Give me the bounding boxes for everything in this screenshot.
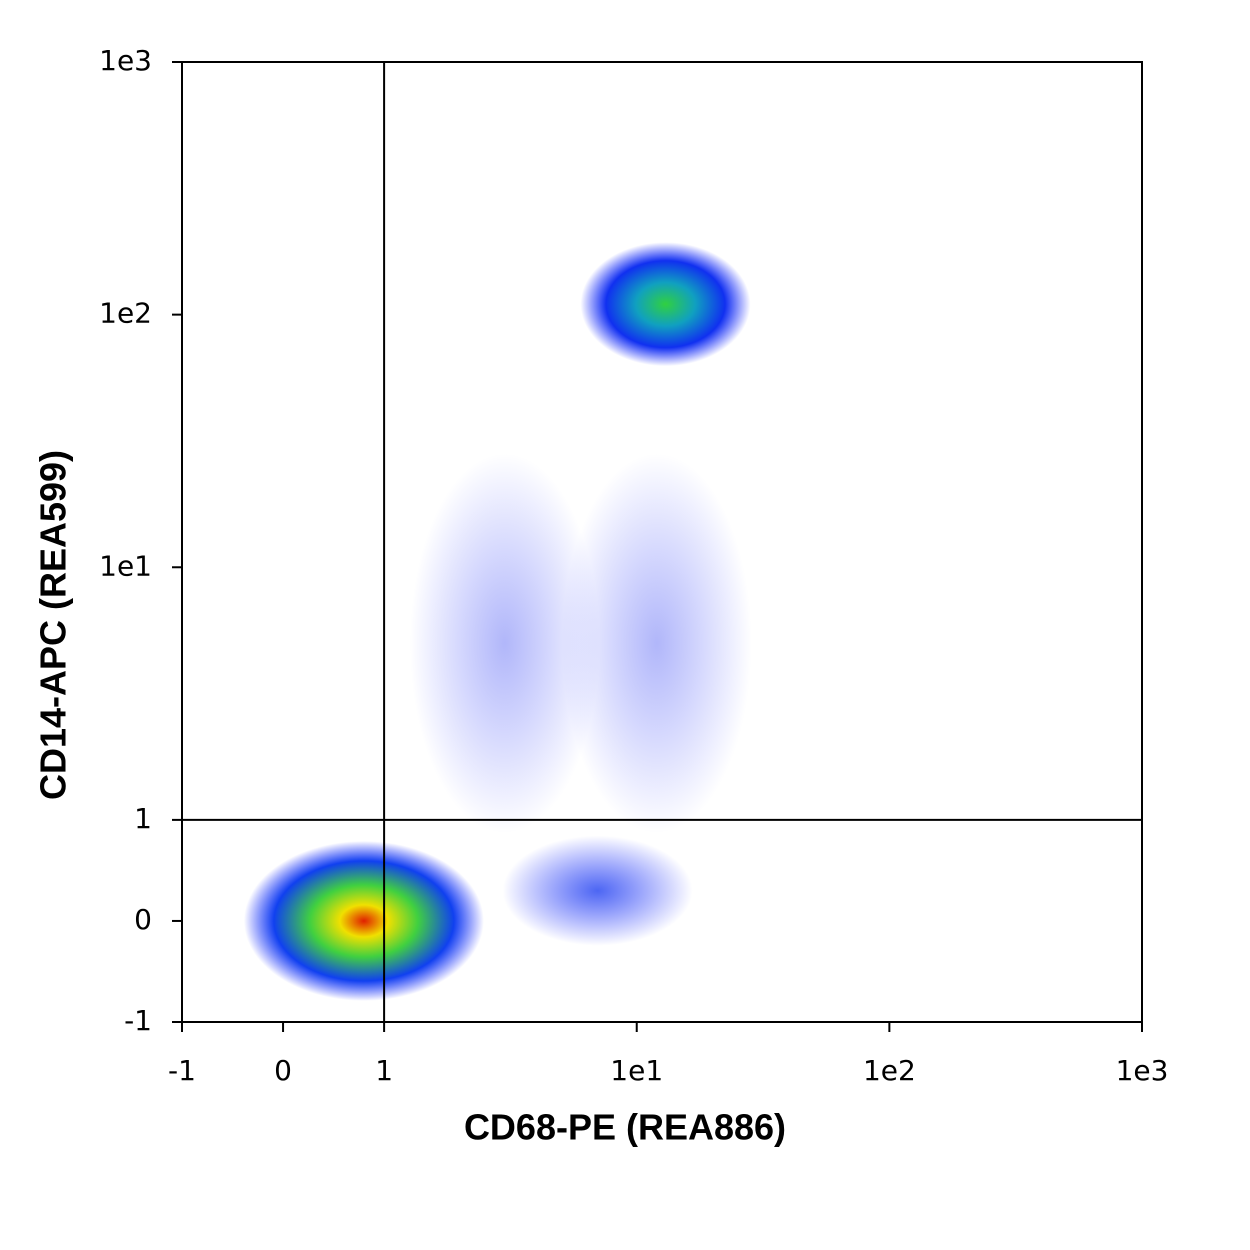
y-tick-label: 1e1 <box>99 549 152 582</box>
x-tick-label: 1e3 <box>1116 1054 1169 1087</box>
y-tick-label: 1 <box>134 802 152 835</box>
y-axis-title: CD14-APC (REA599) <box>33 450 74 800</box>
y-tick-label: 1e3 <box>99 44 152 77</box>
x-tick-label: 1e1 <box>610 1054 663 1087</box>
x-axis-title: CD68-PE (REA886) <box>464 1107 786 1148</box>
population <box>502 835 693 946</box>
x-tick-label: 1e2 <box>863 1054 916 1087</box>
y-tick-label: 0 <box>134 903 152 936</box>
x-tick-label: 1 <box>375 1054 393 1087</box>
y-tick-label: -1 <box>124 1004 152 1037</box>
population <box>561 453 752 834</box>
plot-frame <box>181 61 1143 1023</box>
y-tick-label: 1e2 <box>99 297 152 330</box>
x-tick-label: 0 <box>274 1054 292 1087</box>
x-tick-label: -1 <box>168 1054 196 1087</box>
population <box>243 840 484 1001</box>
population <box>409 453 600 834</box>
population <box>580 242 751 367</box>
